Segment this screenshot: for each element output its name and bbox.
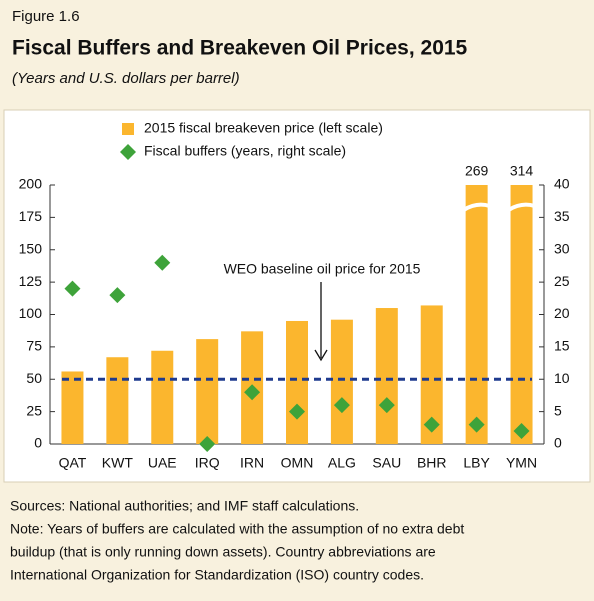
- footnote: Note: Years of buffers are calculated wi…: [10, 521, 464, 537]
- y-tick-label: 175: [19, 208, 43, 224]
- y2-tick-label: 5: [554, 402, 562, 418]
- y-tick-label: 125: [19, 273, 43, 289]
- bar: [510, 185, 533, 444]
- value-label: 269: [465, 163, 489, 179]
- chart-title: Fiscal Buffers and Breakeven Oil Prices,…: [12, 37, 468, 60]
- annotation: WEO baseline oil price for 2015: [224, 261, 421, 277]
- y-tick-label: 100: [19, 305, 43, 321]
- diamond: [244, 384, 261, 401]
- chart-subtitle: (Years and U.S. dollars per barrel): [12, 70, 240, 87]
- x-tick-label: IRQ: [195, 455, 220, 471]
- axis-break: [462, 202, 491, 212]
- legend-swatch: [120, 144, 136, 160]
- x-tick-label: UAE: [148, 455, 177, 471]
- y2-tick-label: 20: [554, 305, 570, 321]
- diamond: [378, 397, 395, 414]
- y2-tick-label: 10: [554, 370, 570, 386]
- x-tick-label: YMN: [506, 455, 537, 471]
- x-tick-label: QAT: [59, 455, 87, 471]
- y2-tick-label: 40: [554, 176, 570, 192]
- y-tick-label: 50: [26, 370, 42, 386]
- bar: [61, 371, 84, 444]
- y-tick-label: 0: [34, 435, 42, 451]
- diamond: [154, 254, 171, 271]
- diamond: [64, 280, 81, 297]
- value-label: 314: [510, 163, 534, 179]
- legend-swatch: [122, 123, 134, 135]
- y2-tick-label: 30: [554, 240, 570, 256]
- axis-break: [507, 202, 536, 212]
- diamond: [333, 397, 350, 414]
- bar: [151, 350, 174, 444]
- diamond: [289, 403, 305, 420]
- y2-tick-label: 15: [554, 338, 570, 354]
- bar: [330, 319, 353, 444]
- bar: [106, 357, 129, 444]
- x-tick-label: IRN: [240, 455, 264, 471]
- y-tick-label: 75: [26, 338, 42, 354]
- x-tick-label: BHR: [417, 455, 447, 471]
- y2-tick-label: 35: [554, 208, 570, 224]
- legend-label: 2015 fiscal breakeven price (left scale): [144, 120, 383, 136]
- y2-tick-label: 25: [554, 273, 570, 289]
- footnote: Sources: National authorities; and IMF s…: [10, 498, 359, 514]
- diamond: [109, 287, 126, 304]
- y-tick-label: 150: [19, 240, 43, 256]
- diamond: [423, 416, 440, 433]
- footnote: buildup (that is only running down asset…: [10, 544, 436, 560]
- figure-label: Figure 1.6: [12, 8, 80, 25]
- legend-label: Fiscal buffers (years, right scale): [144, 143, 346, 159]
- x-tick-label: SAU: [372, 455, 401, 471]
- bar: [196, 339, 219, 444]
- annotation-arrowhead: [314, 349, 328, 362]
- x-tick-label: LBY: [463, 455, 490, 471]
- x-tick-label: KWT: [102, 455, 134, 471]
- y-tick-label: 25: [26, 402, 42, 418]
- diamond: [513, 423, 530, 440]
- bar: [375, 308, 398, 444]
- bar: [286, 320, 308, 444]
- diamond: [468, 416, 485, 433]
- footnote: International Organization for Standardi…: [10, 567, 424, 583]
- y2-tick-label: 0: [554, 435, 562, 451]
- y-tick-label: 200: [19, 176, 43, 192]
- x-tick-label: ALG: [328, 455, 356, 471]
- diamond: [199, 436, 216, 452]
- bar: [465, 185, 488, 444]
- x-tick-label: OMN: [281, 455, 314, 471]
- bar: [420, 305, 443, 444]
